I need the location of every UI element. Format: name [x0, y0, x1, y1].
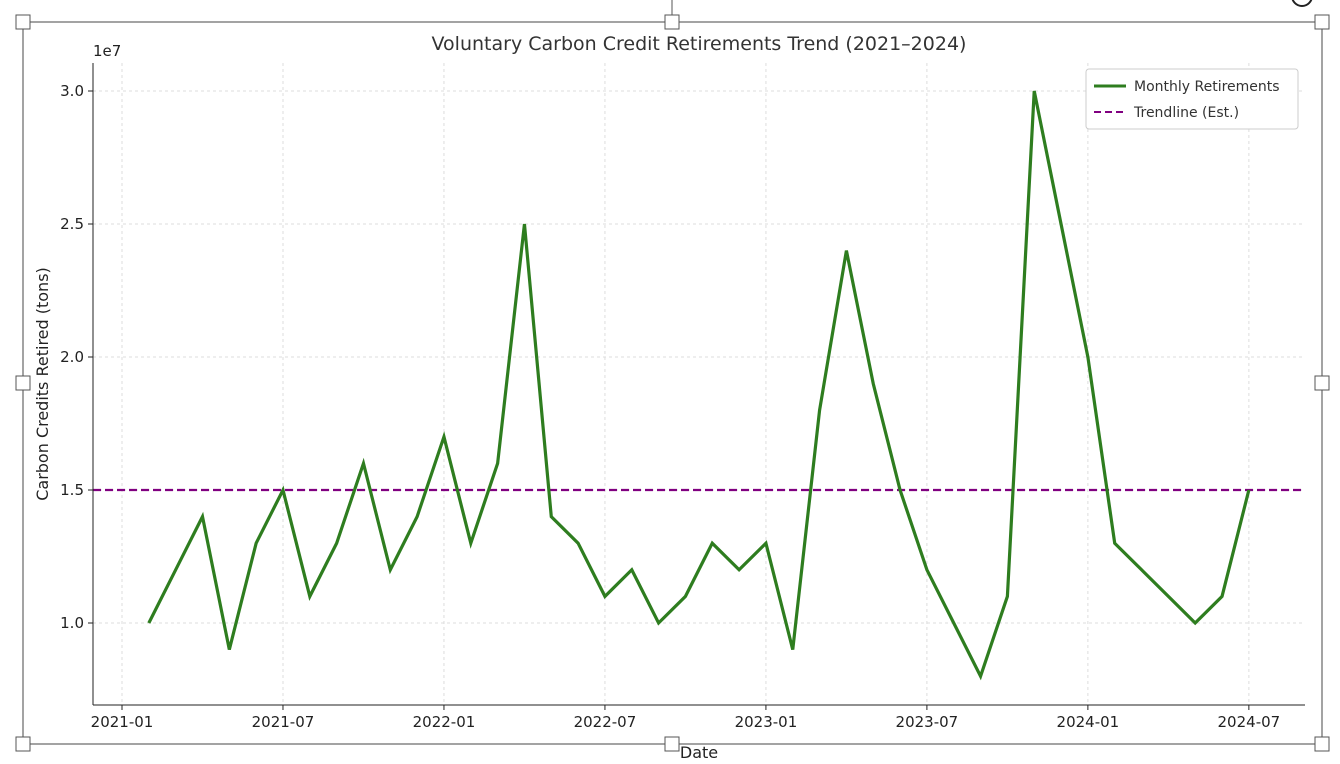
y-tick-label: 3.0 [60, 82, 84, 100]
resize-handle[interactable] [1314, 14, 1330, 30]
monthly-retirements-line [147, 90, 1251, 681]
resize-handle[interactable] [664, 14, 680, 30]
resize-handle[interactable] [664, 736, 680, 752]
resize-handle[interactable] [1314, 375, 1330, 391]
y-tick-label: 2.0 [60, 348, 84, 366]
x-tick-label: 2021-07 [252, 713, 315, 731]
series-monthly-retirements [147, 90, 1251, 681]
resize-handle[interactable] [15, 14, 31, 30]
x-tick-label: 2023-01 [735, 713, 798, 731]
y-tick-label: 1.5 [60, 481, 84, 499]
x-tick-label: 2022-01 [413, 713, 476, 731]
legend: Monthly Retirements Trendline (Est.) [1085, 68, 1299, 130]
y-axis-label: Carbon Credits Retired (tons) [33, 267, 52, 501]
resize-handle[interactable] [15, 736, 31, 752]
x-tick-label: 2021-01 [91, 713, 154, 731]
resize-handle[interactable] [1314, 736, 1330, 752]
chart-title: Voluntary Carbon Credit Retirements Tren… [432, 33, 967, 55]
x-axis-label: Date [680, 743, 718, 762]
legend-box [1085, 68, 1299, 130]
y-tick-label: 2.5 [60, 215, 84, 233]
rotate-handle-icon[interactable] [1291, 0, 1313, 7]
selection-frame[interactable] [15, 0, 1330, 752]
legend-label-monthly: Monthly Retirements [1134, 79, 1280, 95]
x-tick-label: 2024-01 [1057, 713, 1120, 731]
legend-label-trendline: Trendline (Est.) [1133, 105, 1239, 121]
y-tick-label: 1.0 [60, 614, 84, 632]
resize-handle[interactable] [15, 375, 31, 391]
x-tick-label: 2022-07 [574, 713, 637, 731]
axes: 2021-01 2021-07 2022-01 2022-07 2023-01 2023-… [60, 63, 1305, 731]
grid [93, 63, 1305, 705]
y-offset-label: 1e7 [93, 42, 121, 60]
x-tick-label: 2023-07 [896, 713, 959, 731]
x-tick-label: 2024-07 [1218, 713, 1281, 731]
